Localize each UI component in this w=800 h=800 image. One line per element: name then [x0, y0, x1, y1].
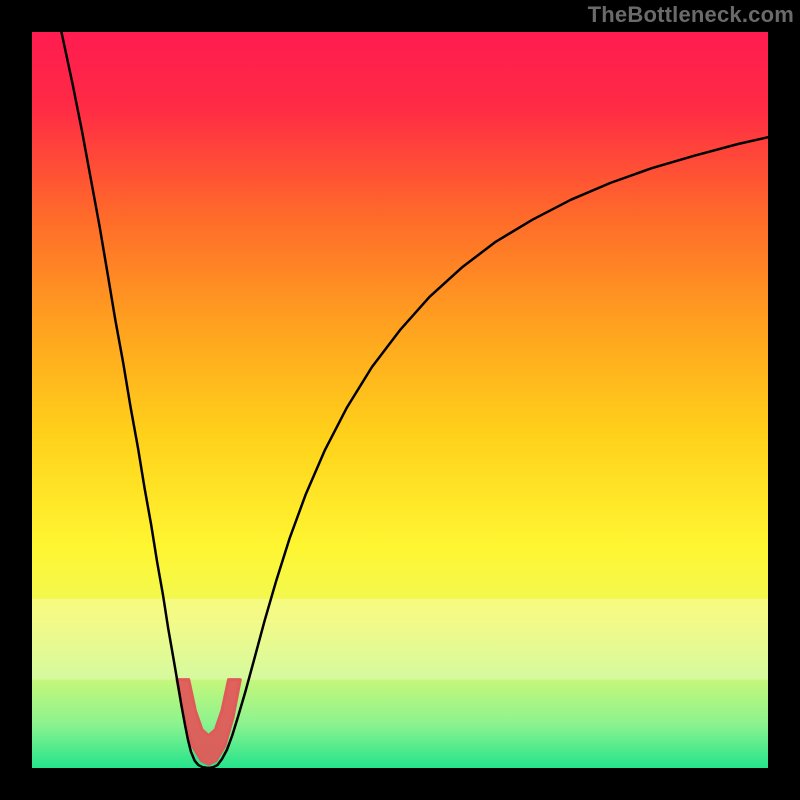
- bottleneck-curve-chart: [0, 0, 800, 800]
- chart-root: TheBottleneck.com: [0, 0, 800, 800]
- pale-band-overlay: [32, 599, 768, 680]
- watermark-text: TheBottleneck.com: [588, 0, 800, 28]
